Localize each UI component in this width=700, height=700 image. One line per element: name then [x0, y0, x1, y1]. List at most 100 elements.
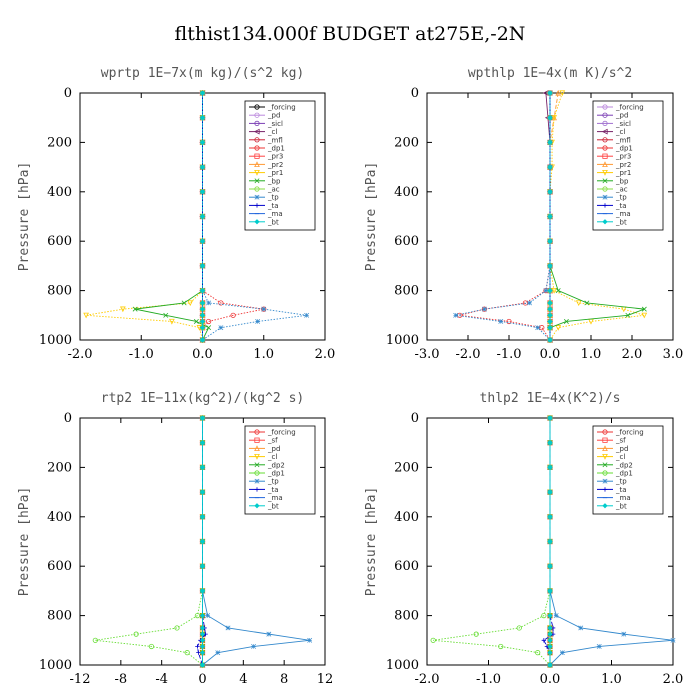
legend-label: _ta — [615, 486, 627, 494]
legend-marker — [602, 104, 608, 110]
legend: _forcing_sf_pd_cl_dp2_dp1_tp_ta_ma_bt — [244, 425, 316, 515]
data-point — [199, 287, 206, 294]
legend-label: _ta — [267, 486, 279, 494]
data-point — [199, 643, 206, 650]
data-point — [543, 288, 549, 294]
data-point — [199, 164, 206, 170]
y-tick-label: 400 — [394, 185, 419, 200]
legend-label: _ac — [615, 186, 628, 194]
legend-marker — [254, 186, 260, 192]
data-point — [481, 306, 487, 312]
panel-title: thlp2 1E−4x(K^2)/s — [480, 391, 621, 406]
series-bt — [199, 90, 206, 343]
y-tick-label: 400 — [47, 185, 72, 200]
data-point — [199, 325, 206, 331]
legend-label: _bp — [267, 177, 281, 185]
panel-title: wprtp 1E−7x(m kg)/(s^2 kg) — [101, 66, 305, 81]
data-point — [551, 115, 557, 121]
data-point — [498, 319, 504, 324]
legend-label: _pr1 — [267, 169, 283, 177]
legend-marker — [254, 487, 260, 492]
series-dp1 — [457, 90, 553, 343]
data-point — [584, 300, 590, 306]
legend-label: _ac — [267, 186, 280, 194]
series-line — [95, 418, 203, 666]
series-line — [135, 93, 210, 341]
legend-marker — [254, 161, 260, 167]
data-point — [199, 90, 206, 96]
legend-label: _dp1 — [267, 470, 285, 478]
data-point — [199, 238, 206, 244]
legend-marker — [254, 429, 260, 435]
data-point — [132, 306, 138, 312]
y-tick-label: 600 — [394, 559, 419, 574]
data-point — [430, 637, 436, 643]
data-point — [547, 300, 553, 306]
legend-label: _ma — [267, 494, 283, 502]
data-point — [215, 650, 221, 656]
y-tick-label: 0 — [64, 86, 72, 101]
data-point — [251, 644, 256, 649]
data-point — [547, 612, 553, 619]
legend-label: _pd — [267, 445, 280, 453]
y-tick-label: 800 — [394, 609, 419, 624]
chart-panel-1: wprtp 1E−7x(m kg)/(s^2 kg) Pressure [hPa]… — [17, 66, 335, 362]
data-point — [506, 318, 512, 325]
legend-label: _pd — [267, 112, 280, 120]
legend-marker — [602, 178, 608, 184]
data-point — [199, 213, 206, 220]
x-tick-label: -2.0 — [414, 672, 439, 687]
legend-marker — [254, 437, 260, 443]
legend-label: _mfl — [615, 136, 631, 144]
data-point — [527, 300, 532, 306]
x-tick-label: -1.0 — [129, 347, 154, 362]
legend-marker — [254, 178, 260, 184]
legend-marker — [254, 112, 260, 118]
legend-marker — [602, 145, 608, 151]
data-point — [625, 312, 631, 318]
legend-label: _pr3 — [615, 153, 631, 161]
x-tick-label: 0 — [198, 672, 206, 687]
chart-panel-2: wpthlp 1E−4x(m K)/s^2 Pressure [hPa] 0 200 4… — [364, 66, 683, 362]
legend-marker — [602, 194, 608, 200]
data-point — [641, 312, 648, 319]
y-tick-label: 200 — [47, 135, 72, 150]
x-tick-label: -4 — [155, 672, 168, 687]
legend-marker — [254, 219, 260, 225]
data-point — [473, 631, 479, 637]
data-point — [547, 164, 553, 170]
data-point — [199, 662, 206, 668]
data-point — [547, 213, 553, 220]
legend-label: _bt — [267, 218, 279, 226]
y-tick-label: 1000 — [386, 658, 419, 673]
y-tick-label: 400 — [47, 510, 72, 525]
data-point — [199, 631, 206, 637]
legend-label: _pd — [615, 112, 628, 120]
legend-label: _tp — [615, 194, 627, 202]
data-point — [174, 625, 180, 631]
legend-label: _sicl — [267, 120, 283, 128]
series-dp1 — [92, 415, 206, 668]
legend-label: _tp — [267, 194, 279, 202]
data-point — [547, 588, 553, 594]
legend-marker — [254, 454, 260, 460]
legend-label: _sf — [267, 437, 278, 445]
y-tick-label: 200 — [394, 135, 419, 150]
legend-marker — [602, 161, 608, 167]
data-point — [261, 306, 267, 312]
data-point — [199, 637, 206, 643]
data-point — [218, 325, 224, 331]
data-point — [163, 312, 169, 318]
data-point — [547, 325, 553, 331]
data-point — [187, 300, 194, 307]
data-point — [621, 631, 627, 637]
data-point — [547, 306, 553, 312]
data-point — [199, 588, 206, 594]
legend-marker — [254, 462, 260, 468]
data-point — [547, 631, 553, 637]
legend-label: _dp1 — [615, 470, 633, 478]
legend-label: _ma — [615, 494, 631, 502]
data-point — [199, 312, 206, 318]
legend-label: _tp — [615, 478, 627, 486]
series-tp — [453, 90, 553, 343]
